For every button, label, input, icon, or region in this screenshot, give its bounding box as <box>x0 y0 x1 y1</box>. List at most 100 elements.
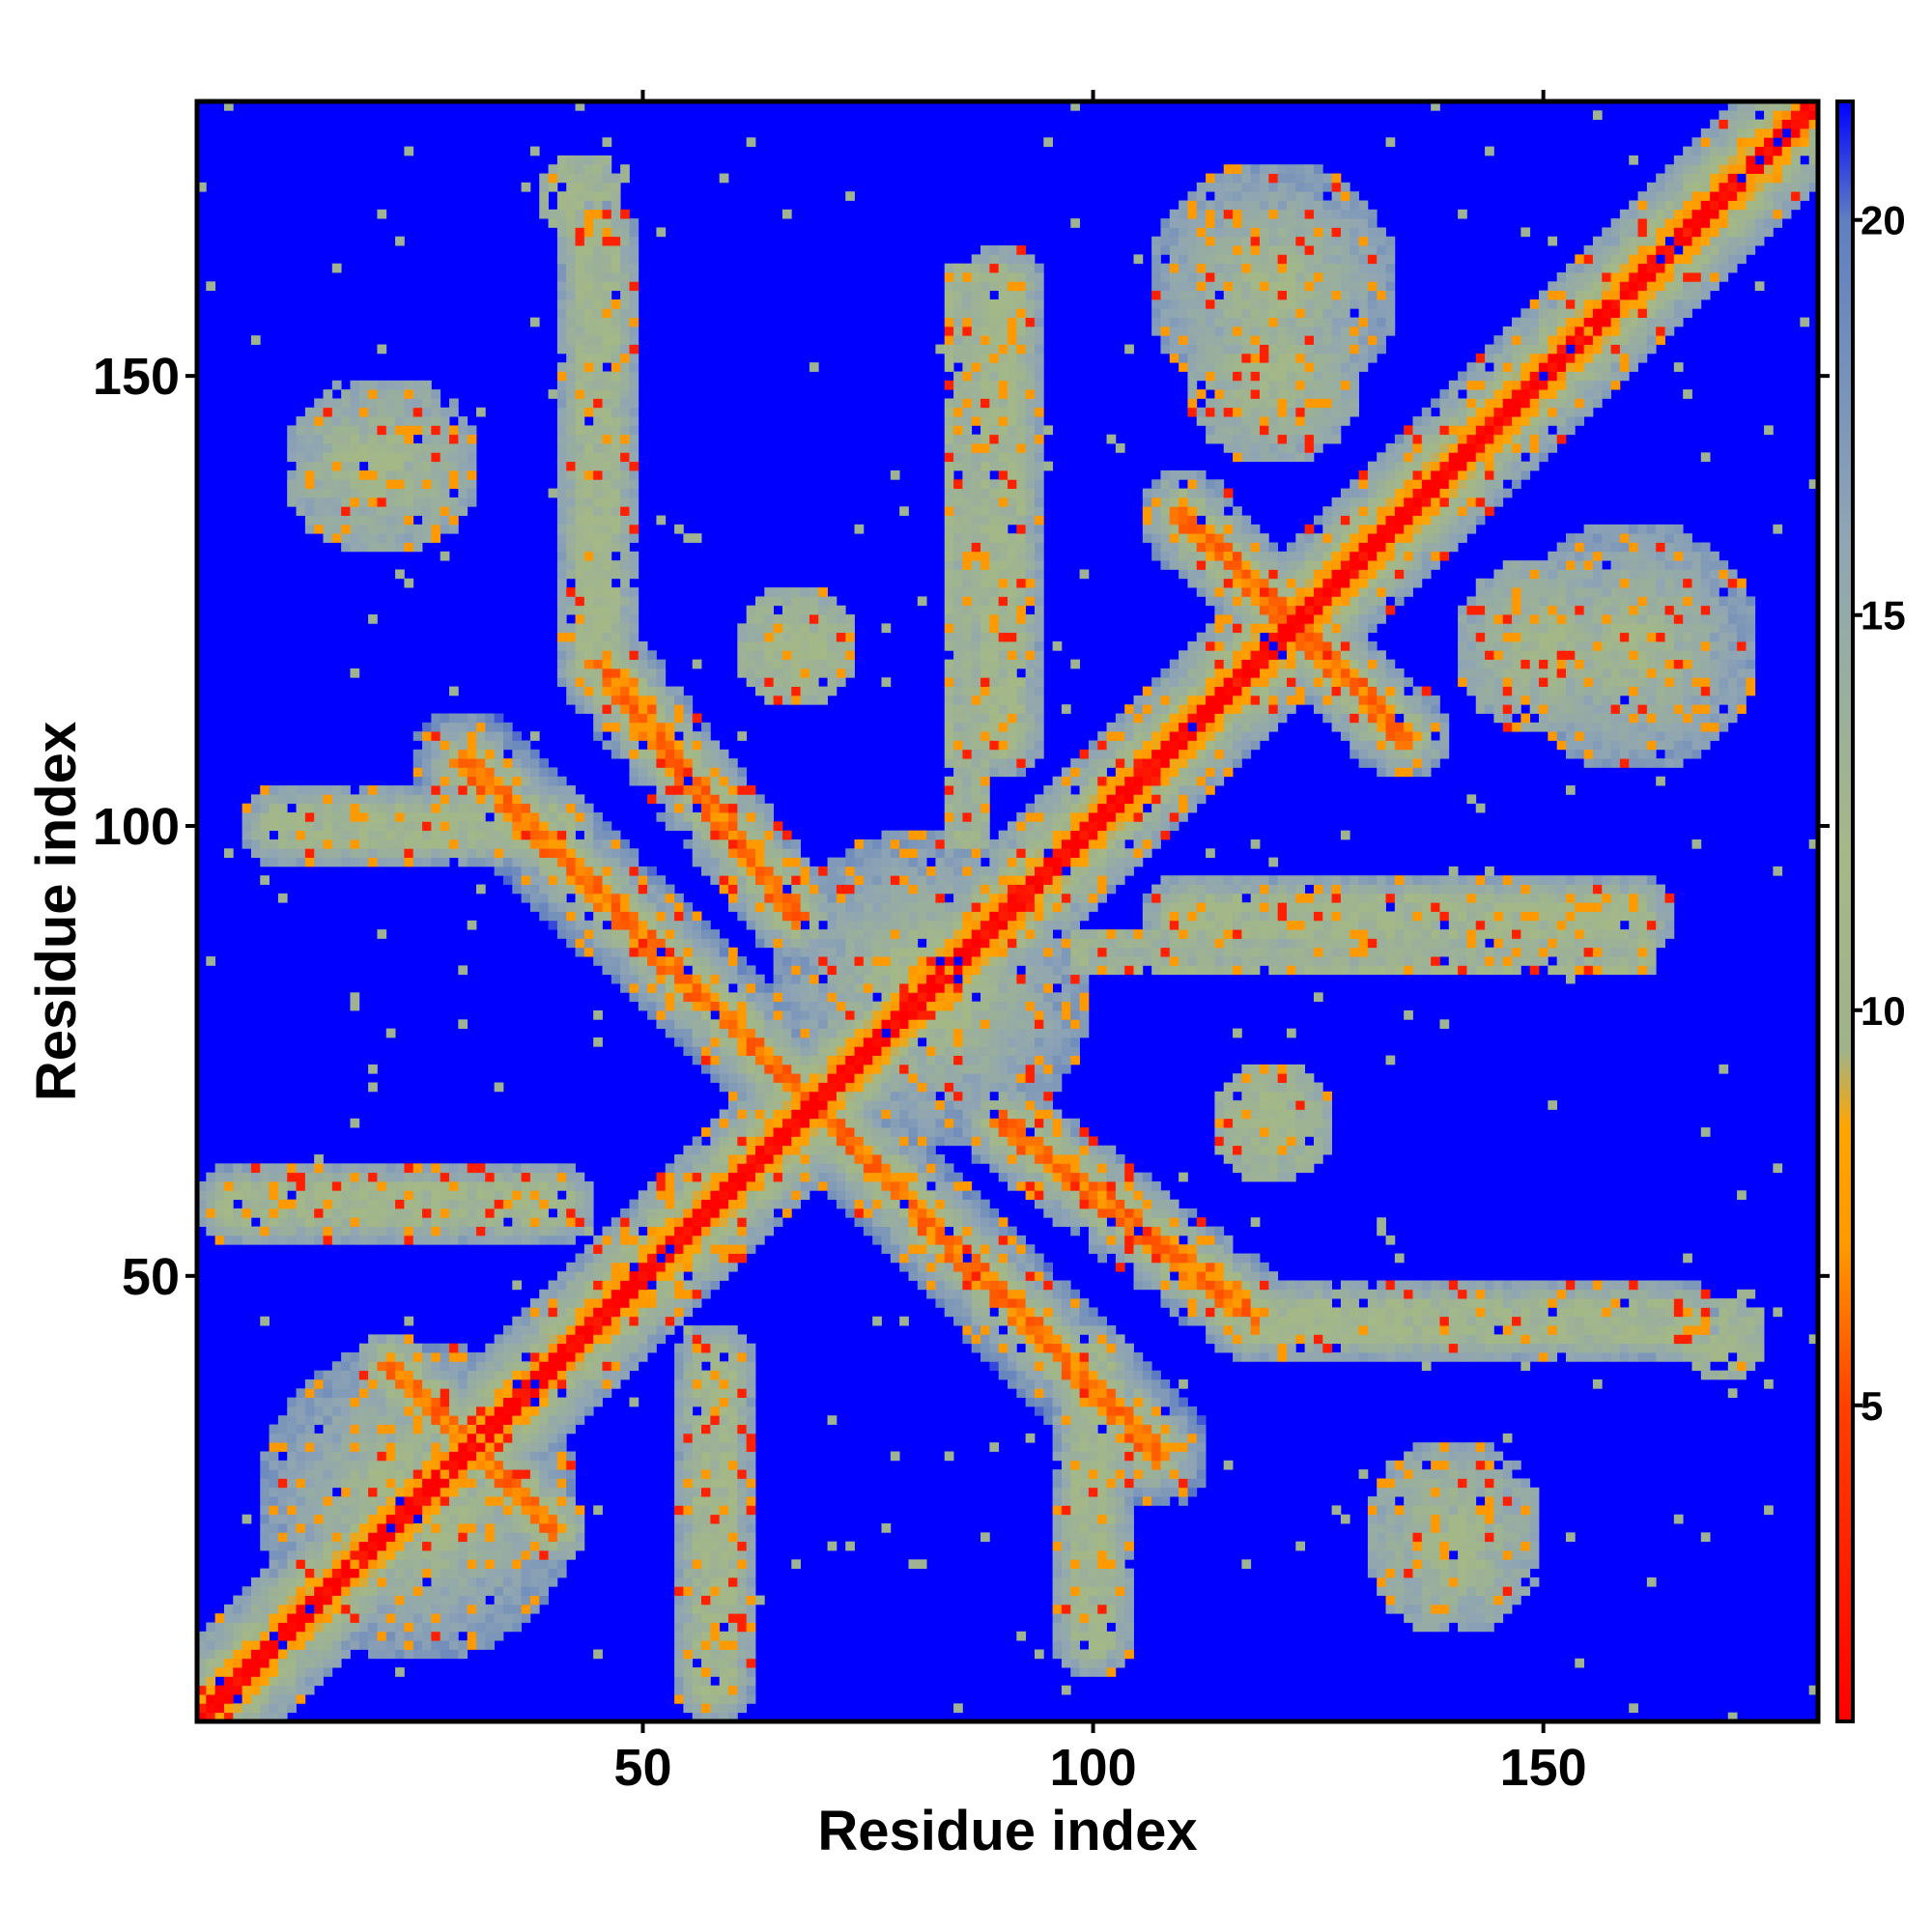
heatmap-cell <box>431 488 441 498</box>
heatmap-cell <box>323 1208 333 1218</box>
heatmap-cell <box>548 1514 558 1524</box>
heatmap-cell <box>665 1316 675 1326</box>
heatmap-cell <box>556 1523 567 1533</box>
heatmap-cell <box>377 452 387 463</box>
heatmap-cell <box>1187 1406 1198 1416</box>
heatmap-cell <box>575 533 585 543</box>
heatmap-cell <box>575 650 585 661</box>
heatmap-cell <box>980 1325 990 1335</box>
heatmap-cell <box>1088 1325 1098 1335</box>
heatmap-cell <box>1431 1577 1440 1587</box>
heatmap-cell <box>377 533 387 543</box>
heatmap-cell <box>260 1478 270 1489</box>
heatmap-cell <box>746 1586 756 1596</box>
heatmap-cell <box>692 1352 702 1362</box>
heatmap-cell <box>458 794 469 805</box>
heatmap-cell <box>710 1505 721 1516</box>
heatmap-cell <box>512 758 522 768</box>
heatmap-cell <box>566 1298 576 1308</box>
heatmap-cell <box>1512 1559 1521 1570</box>
heatmap-cell <box>1079 1433 1090 1443</box>
heatmap-cell <box>1664 1316 1675 1326</box>
heatmap-cell <box>602 155 612 165</box>
heatmap-cell <box>556 920 567 930</box>
heatmap-cell <box>1691 1325 1702 1335</box>
heatmap-cell <box>395 1181 405 1191</box>
heatmap-cell <box>1260 1352 1269 1362</box>
heatmap-cell <box>331 1208 342 1218</box>
heatmap-cell <box>548 1352 558 1362</box>
heatmap-cell <box>583 1253 594 1264</box>
heatmap-cell <box>250 1631 261 1641</box>
heatmap-cell <box>323 785 333 795</box>
heatmap-cell <box>1124 1406 1134 1416</box>
heatmap-cell <box>1133 1352 1144 1362</box>
heatmap-cell <box>458 740 469 751</box>
heatmap-cell <box>1466 1307 1477 1318</box>
heatmap-cell <box>1485 1496 1494 1506</box>
heatmap-cell <box>1439 1316 1450 1326</box>
heatmap-cell <box>449 1631 459 1641</box>
heatmap-cell <box>431 1586 441 1596</box>
heatmap-cell <box>683 1307 694 1318</box>
heatmap-cell <box>719 1523 729 1533</box>
heatmap-cell <box>431 1433 441 1443</box>
heatmap-cell <box>1331 1307 1342 1318</box>
heatmap-cell <box>593 326 603 336</box>
heatmap-cell <box>475 713 486 724</box>
heatmap-cell <box>746 1685 756 1695</box>
heatmap-cell <box>674 1667 684 1677</box>
heatmap-cell <box>331 1577 342 1587</box>
heatmap-cell <box>1367 1541 1378 1551</box>
heatmap-cell <box>539 1370 549 1380</box>
heatmap-cell <box>1421 1307 1432 1318</box>
heatmap-cell <box>431 1378 441 1389</box>
heatmap-cell <box>233 1676 243 1687</box>
heatmap-cell <box>260 1622 270 1633</box>
heatmap-cell <box>422 1622 432 1633</box>
heatmap-cell <box>556 326 567 336</box>
heatmap-cell <box>404 794 414 805</box>
heatmap-cell <box>593 830 603 840</box>
heatmap-cell <box>1088 1415 1098 1425</box>
heatmap-cell <box>556 866 567 876</box>
heatmap-cell <box>602 182 612 192</box>
heatmap-cell <box>1223 1334 1234 1345</box>
heatmap-cell <box>1367 1298 1378 1308</box>
heatmap-cell <box>440 1415 450 1425</box>
heatmap-cell <box>1233 1352 1242 1362</box>
heatmap-cell <box>556 227 567 238</box>
heatmap-cell <box>358 794 369 805</box>
heatmap-cell <box>1106 1415 1117 1425</box>
heatmap-cell <box>1277 1334 1288 1345</box>
heatmap-cell <box>1493 1532 1504 1543</box>
heatmap-cell <box>395 1514 405 1524</box>
heatmap-cell <box>449 1478 459 1489</box>
heatmap-cell <box>620 686 630 696</box>
heatmap-cell <box>467 1378 477 1389</box>
heatmap-cell <box>1025 1307 1036 1318</box>
heatmap-cell <box>583 1370 594 1380</box>
heatmap-cell <box>287 794 297 805</box>
heatmap-cell <box>1466 1352 1477 1362</box>
heatmap-cell <box>611 254 621 265</box>
heatmap-cell <box>502 1442 513 1452</box>
heatmap-cell <box>593 164 603 174</box>
heatmap-cell <box>260 1685 270 1695</box>
heatmap-cell <box>583 434 594 444</box>
heatmap-cell <box>287 848 297 858</box>
heatmap-cell <box>341 812 351 822</box>
heatmap-cell <box>277 803 288 813</box>
heatmap-cell <box>575 641 585 651</box>
heatmap-cell <box>1016 1334 1027 1345</box>
heatmap-cell <box>1124 1343 1134 1353</box>
heatmap-cell <box>242 803 252 813</box>
heatmap-cell <box>1493 1469 1504 1479</box>
heatmap-cell <box>502 1199 513 1209</box>
heatmap-cell <box>314 1532 324 1543</box>
heatmap-cell <box>385 461 396 471</box>
heatmap-cell <box>431 1595 441 1605</box>
heatmap-cell <box>602 866 612 876</box>
heatmap-cell <box>1097 1378 1107 1389</box>
heatmap-cell <box>521 1595 531 1605</box>
